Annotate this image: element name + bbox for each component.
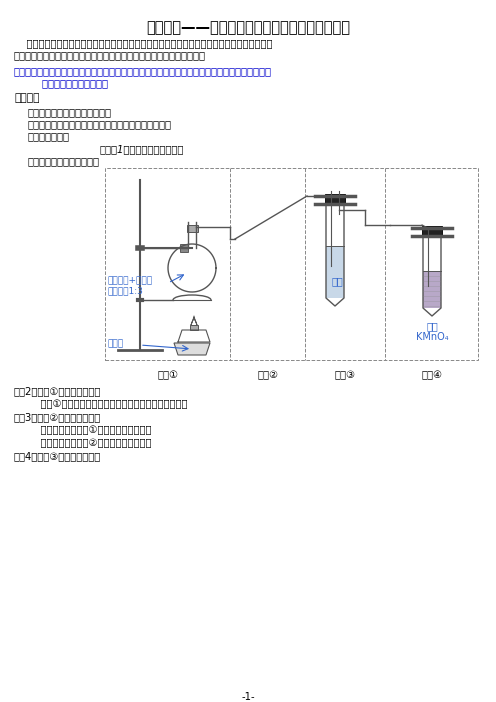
Text: 的装置由哪几部分组成？: 的装置由哪几部分组成？	[14, 78, 108, 88]
Bar	[422, 226, 442, 236]
Text: 二、实验目的：制备纯净的乙烯气体，并检验、收集。: 二、实验目的：制备纯净的乙烯气体，并检验、收集。	[28, 119, 172, 129]
Text: 溴水: 溴水	[331, 276, 343, 286]
Text: 装置①: 装置①	[157, 370, 178, 380]
Text: 装置④: 装置④	[421, 370, 442, 380]
Text: 酸性: 酸性	[426, 321, 438, 331]
Text: 组成的一般思路，最后我们应用迁移的方法讨论如何在实验室制备乙炔。: 组成的一般思路，最后我们应用迁移的方法讨论如何在实验室制备乙炔。	[14, 50, 206, 60]
Text: 一、实验名称：乙烯的制备实验: 一、实验名称：乙烯的制备实验	[28, 107, 112, 117]
Bar	[190, 325, 198, 330]
Text: 装置③: 装置③	[334, 370, 356, 380]
Text: （可根据六中装置①的实验现象思考。）: （可根据六中装置①的实验现象思考。）	[28, 425, 151, 435]
Text: 问题3、装置②的作用是什么？: 问题3、装置②的作用是什么？	[14, 412, 101, 422]
Text: （问题1，写出化学方程式。）: （问题1，写出化学方程式。）	[100, 144, 185, 154]
Bar	[325, 194, 345, 204]
Text: 问题2、装置①的作用是什么？: 问题2、装置①的作用是什么？	[14, 386, 101, 396]
Text: 【复习】: 【复习】	[14, 93, 40, 103]
Text: 无水乙醇+浓硫酸: 无水乙醇+浓硫酸	[108, 276, 153, 285]
Text: 四、实验仪器装置、药品：: 四、实验仪器装置、药品：	[28, 156, 100, 166]
Bar	[105, 168, 478, 360]
Bar	[423, 271, 441, 308]
Text: 体积比＝1:3: 体积比＝1:3	[108, 286, 144, 295]
Text: 任务一、复习实验室制备乙烯的实验，总结化学实验报告的基本要素有哪些？总结气体制备类实验: 任务一、复习实验室制备乙烯的实验，总结化学实验报告的基本要素有哪些？总结气体制备…	[14, 66, 272, 76]
Text: 问题4、装置③的作用是什么？: 问题4、装置③的作用是什么？	[14, 451, 101, 461]
Text: 在虚线框内将装置②画出，并标明试剂。: 在虚线框内将装置②画出，并标明试剂。	[28, 438, 151, 448]
Text: KMnO₄: KMnO₄	[416, 332, 448, 342]
Text: 装置①中需要一支温度计，在图中画出温度计的位置。: 装置①中需要一支温度计，在图中画出温度计的位置。	[28, 399, 187, 409]
Text: -1-: -1-	[241, 692, 255, 702]
Bar	[180, 244, 188, 252]
Polygon shape	[174, 343, 210, 355]
Text: 装置②: 装置②	[257, 370, 278, 380]
Text: 三、实验原理：: 三、实验原理：	[28, 131, 70, 141]
Text: 同学们好，本节课我们将复习实验室制备乙烯的实验，整理、总结气体制备类实验的装置如何: 同学们好，本节课我们将复习实验室制备乙烯的实验，整理、总结气体制备类实验的装置如…	[14, 38, 272, 48]
Text: 高中化学——从实验室制备乙烯到实验室制备乙炔: 高中化学——从实验室制备乙烯到实验室制备乙炔	[146, 20, 350, 35]
Text: 碎瓷片: 碎瓷片	[108, 339, 124, 348]
Bar	[326, 246, 344, 298]
Bar	[187, 225, 198, 232]
